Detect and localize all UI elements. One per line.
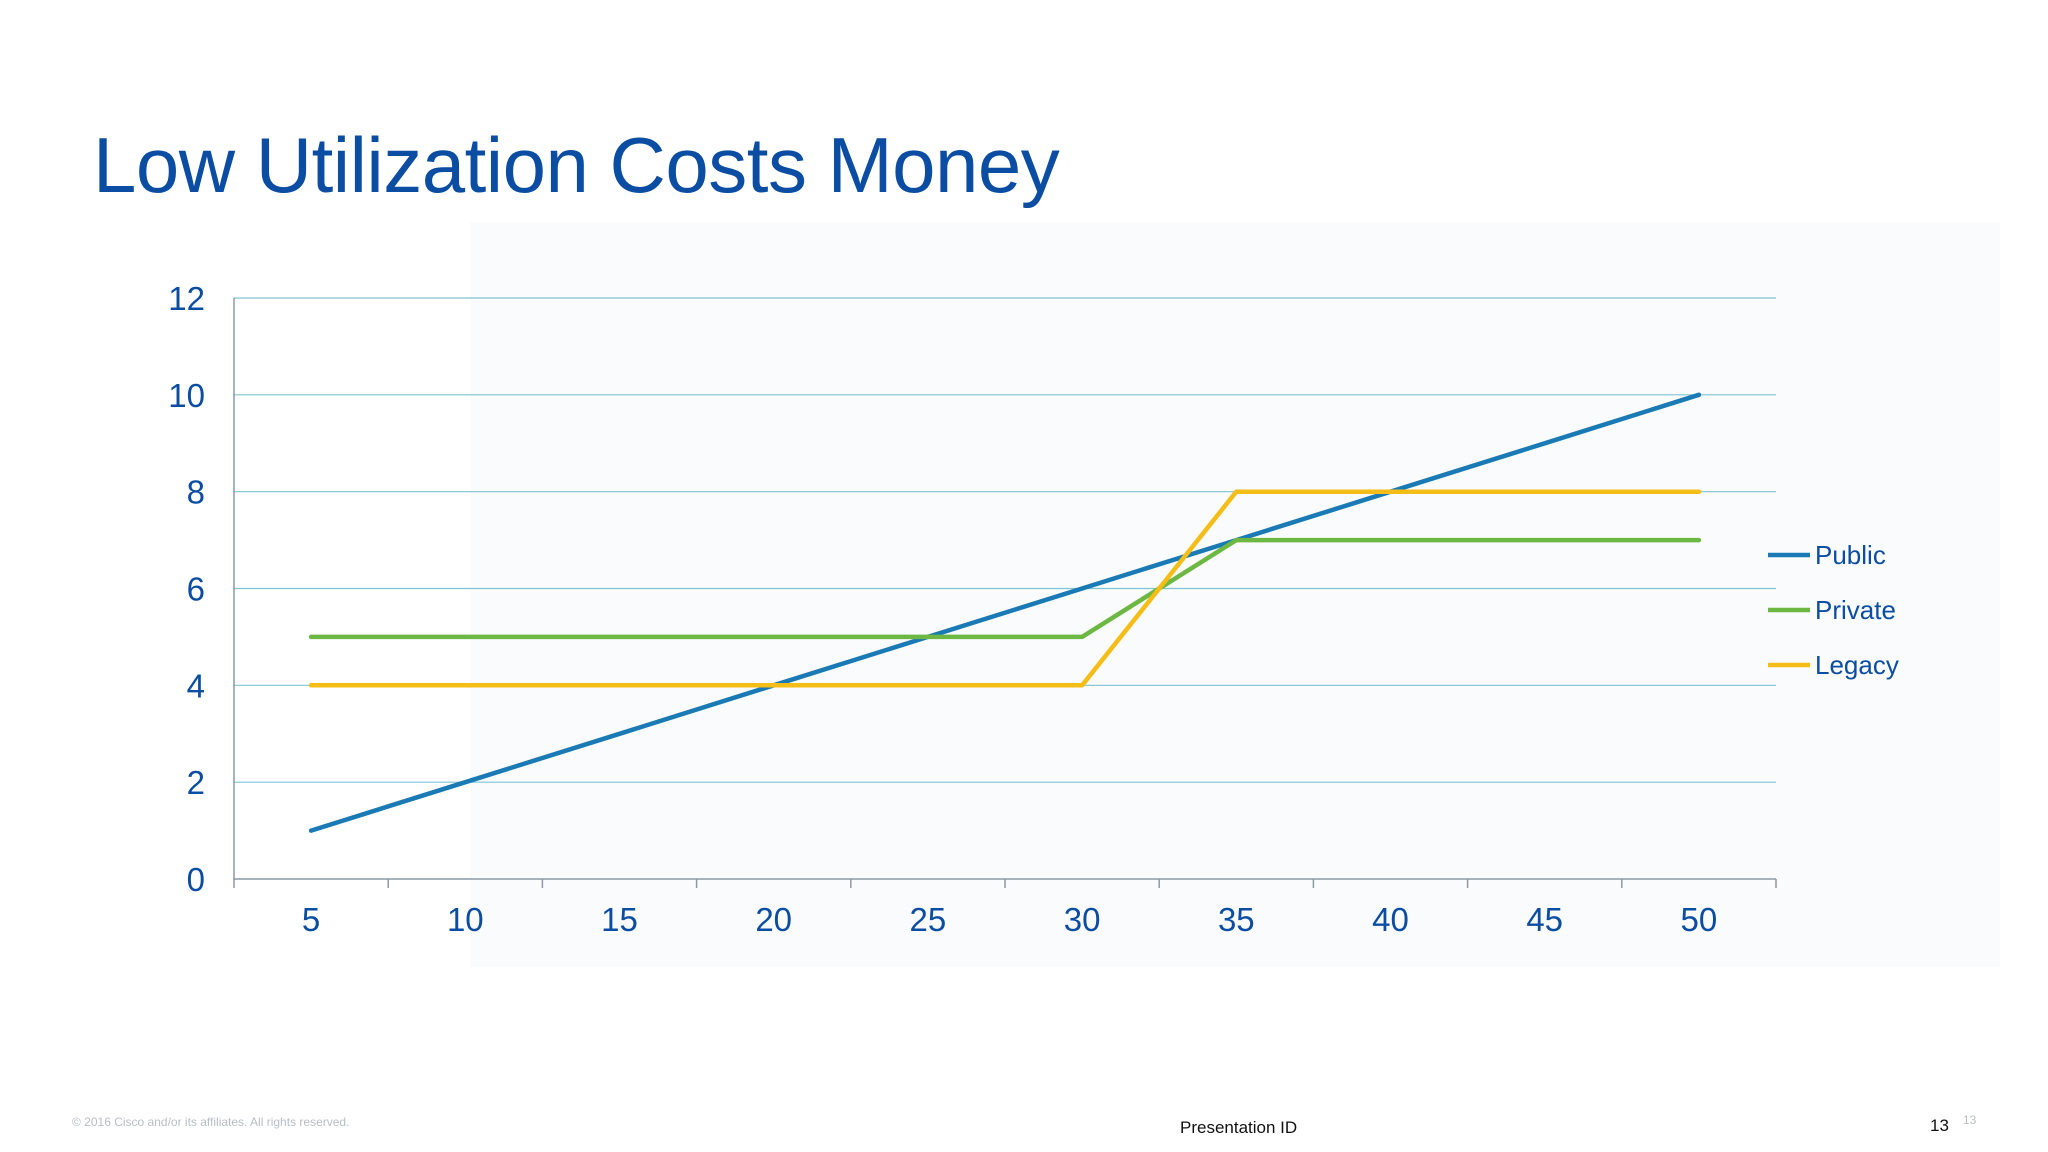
x-tick-label-45: 45 (1526, 901, 1563, 938)
slide-title: Low Utilization Costs Money (93, 121, 1060, 209)
legend-label-public: Public (1815, 540, 1886, 570)
x-tick-label-25: 25 (910, 901, 947, 938)
presentation-id: Presentation ID (1180, 1118, 1298, 1137)
x-tick-label-5: 5 (302, 901, 320, 938)
x-tick-label-50: 50 (1681, 901, 1718, 938)
x-tick-label-10: 10 (447, 901, 484, 938)
legend: Public Private Legacy (1768, 540, 1899, 680)
series-line-legacy (308, 489, 1702, 688)
y-tick-label-6: 6 (187, 571, 205, 608)
x-tick-label-15: 15 (601, 901, 638, 938)
y-tick-label-12: 12 (168, 280, 205, 317)
series-line-public (308, 392, 1702, 833)
page-number: 13 (1930, 1116, 1949, 1135)
y-tick-label-2: 2 (187, 764, 205, 801)
legend-label-legacy: Legacy (1815, 650, 1899, 680)
y-tick-label-4: 4 (187, 667, 205, 704)
x-tick-label-40: 40 (1372, 901, 1409, 938)
legend-label-private: Private (1815, 595, 1896, 625)
x-tick-label-20: 20 (755, 901, 792, 938)
page-number-faint: 13 (1963, 1113, 1977, 1127)
x-tick-label-35: 35 (1218, 901, 1255, 938)
axes: 0 2 4 6 8 10 12 5 10 15 20 25 30 35 40 45 50 (168, 280, 1777, 938)
y-tick-label-8: 8 (187, 474, 205, 511)
y-tick-label-0: 0 (187, 861, 205, 898)
plot-background (470, 222, 2000, 967)
series-lines (308, 392, 1702, 833)
x-tick-label-30: 30 (1064, 901, 1101, 938)
series-line-private (308, 537, 1702, 640)
copyright-notice: © 2016 Cisco and/or its affiliates. All … (72, 1115, 350, 1129)
y-tick-label-10: 10 (168, 377, 205, 414)
